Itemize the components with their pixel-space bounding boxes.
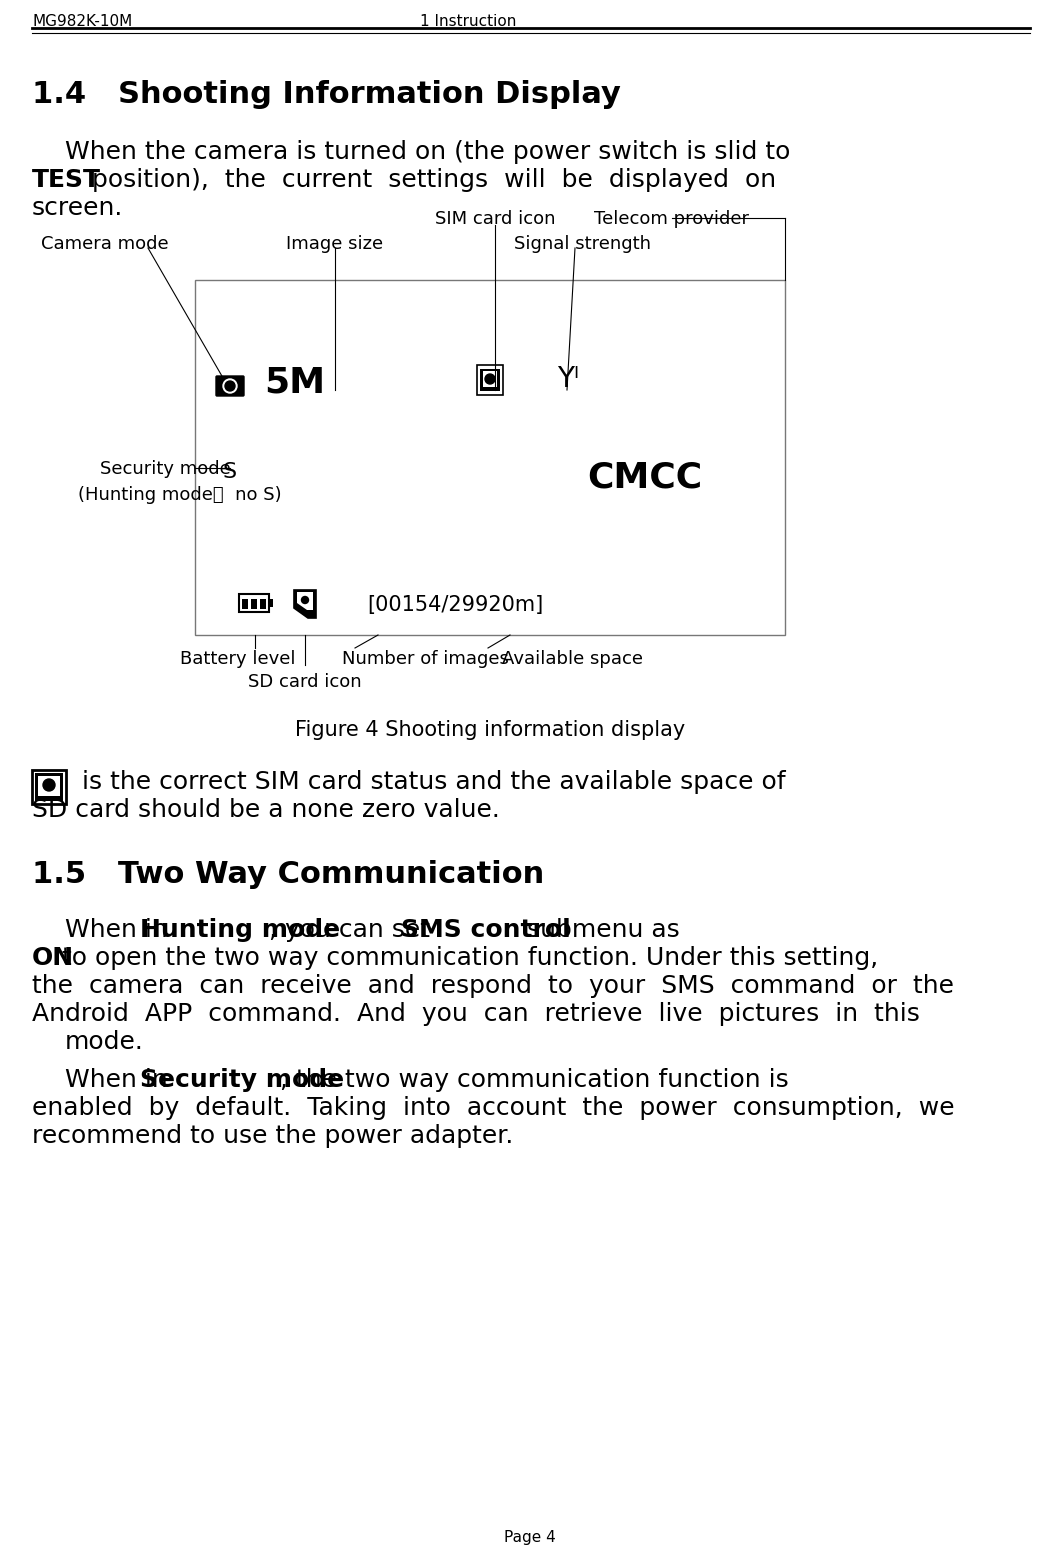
Text: submenu as: submenu as [519,919,680,942]
Text: Telecom provider: Telecom provider [594,210,749,227]
Bar [480,369,500,391]
Text: SD card should be a none zero value.: SD card should be a none zero value. [32,799,500,822]
Text: Camera mode: Camera mode [41,235,169,252]
Text: to open the two way communication function. Under this setting,: to open the two way communication functi… [54,947,877,970]
Text: Security mode: Security mode [140,1068,344,1091]
Text: MG982K-10M: MG982K-10M [32,14,133,30]
Text: position),  the  current  settings  will  be  displayed  on: position), the current settings will be … [84,168,777,192]
Text: Android  APP  command.  And  you  can  retrieve  live  pictures  in  this: Android APP command. And you can retriev… [32,1003,920,1026]
Text: the  camera  can  receive  and  respond  to  your  SMS  command  or  the: the camera can receive and respond to yo… [32,975,954,998]
Text: Number of images: Number of images [342,649,508,668]
Text: is the correct SIM card status and the available space of: is the correct SIM card status and the a… [74,771,785,794]
Text: When the camera is turned on (the power switch is slid to: When the camera is turned on (the power … [65,140,790,163]
Text: CMCC: CMCC [588,459,702,494]
Circle shape [485,374,495,385]
Text: When in: When in [65,919,176,942]
Text: Signal strength: Signal strength [515,235,651,252]
Bar [239,595,269,612]
Circle shape [44,778,55,791]
Text: [00154/29920m]: [00154/29920m] [367,595,543,615]
Circle shape [225,381,234,391]
Text: Available space: Available space [502,649,643,668]
Text: Battery level: Battery level [180,649,296,668]
Bar [269,599,273,607]
Text: Security mode: Security mode [100,459,230,478]
Bar [242,599,248,609]
Bar [232,377,239,383]
Text: (Hunting mode：  no S): (Hunting mode： no S) [79,486,281,504]
Bar [483,371,497,388]
Text: Hunting mode: Hunting mode [140,919,340,942]
Text: 5M: 5M [264,364,326,399]
Bar [195,280,785,635]
Text: 1.4   Shooting Information Display: 1.4 Shooting Information Display [32,79,621,109]
Bar [260,599,266,609]
Text: 1 Instruction: 1 Instruction [420,14,517,30]
Text: 1.5   Two Way Communication: 1.5 Two Way Communication [32,859,544,889]
Circle shape [301,596,309,604]
Bar [477,364,503,395]
Text: , the two way communication function is: , the two way communication function is [280,1068,789,1091]
Text: SMS control: SMS control [400,919,570,942]
Circle shape [223,378,237,392]
Bar [32,771,66,803]
Text: mode.: mode. [65,1031,144,1054]
Bar [35,772,63,800]
Text: screen.: screen. [32,196,123,220]
Text: , you can set: , you can set [269,919,438,942]
Text: When in: When in [65,1068,176,1091]
Text: Figure 4 Shooting information display: Figure 4 Shooting information display [295,719,685,740]
Text: SIM card icon: SIM card icon [435,210,555,227]
Text: S: S [223,462,237,483]
Polygon shape [297,592,313,610]
Text: Yᴵ: Yᴵ [557,364,579,392]
FancyBboxPatch shape [216,375,244,395]
Bar [251,599,257,609]
Text: SD card icon: SD card icon [248,673,362,691]
Text: recommend to use the power adapter.: recommend to use the power adapter. [32,1124,514,1148]
Polygon shape [294,590,316,618]
Text: Image size: Image size [286,235,384,252]
Polygon shape [294,590,316,618]
Bar [38,775,60,796]
Text: ON: ON [32,947,74,970]
Text: enabled  by  default.  Taking  into  account  the  power  consumption,  we: enabled by default. Taking into account … [32,1096,955,1119]
Circle shape [300,595,310,606]
Text: TEST: TEST [32,168,101,192]
Text: Page 4: Page 4 [504,1531,556,1545]
